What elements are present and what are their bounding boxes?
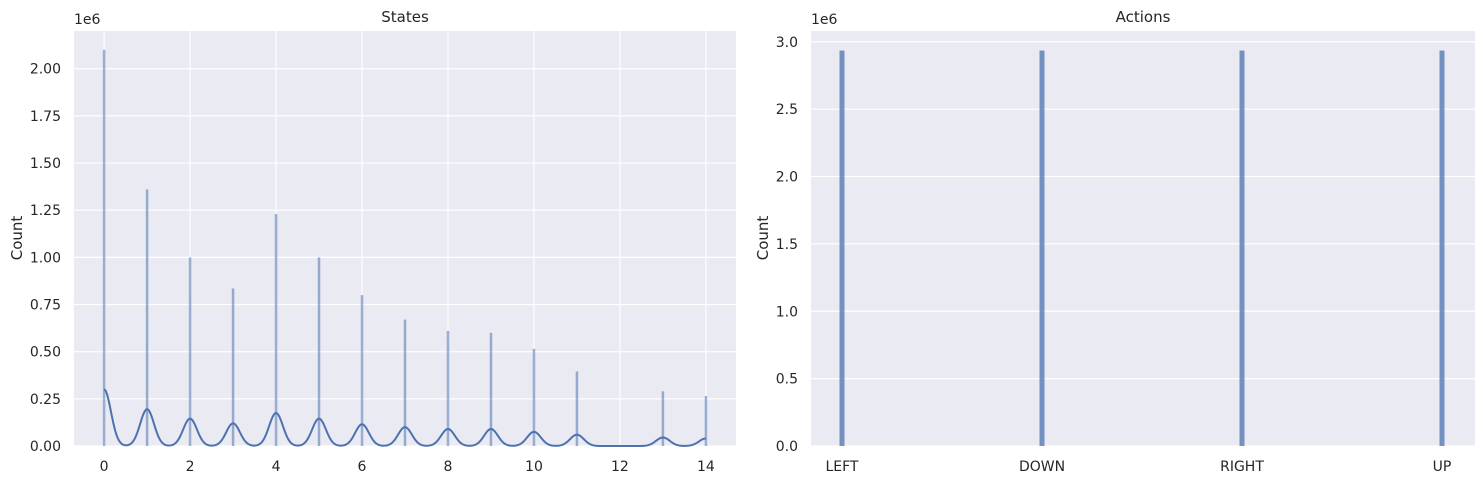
states-bar	[403, 319, 407, 446]
states-title: States	[381, 8, 429, 26]
actions-x-ticks: LEFT DOWN RIGHT UP	[825, 459, 1451, 475]
states-y-tick-label: 2.00	[30, 62, 61, 78]
actions-y-tick-label: 3.0	[776, 35, 798, 51]
actions-x-tick-label: LEFT	[825, 459, 858, 475]
states-y-tick-label: 1.75	[30, 109, 61, 125]
states-x-tick-label: 0	[100, 459, 109, 475]
actions-x-tick-label: DOWN	[1019, 459, 1065, 475]
states-y-tick-label: 1.25	[30, 203, 61, 219]
actions-bar	[1439, 50, 1445, 446]
actions-panel: LEFT DOWN RIGHT UP 0.0 0.5 1.0 1.5 2.0 2.5 3.0 Ac…	[754, 8, 1475, 475]
states-y-offset-text: 1e6	[74, 12, 101, 28]
states-kde-line	[103, 388, 706, 447]
actions-x-tick-label: RIGHT	[1220, 459, 1264, 475]
actions-plot-area	[811, 31, 1475, 446]
actions-y-tick-label: 0.5	[776, 372, 798, 388]
states-y-tick-label: 1.50	[30, 156, 61, 172]
states-y-axis-label: Count	[8, 216, 26, 261]
actions-bars	[839, 50, 1445, 446]
states-bar	[188, 257, 192, 446]
states-x-tick-label: 10	[525, 459, 543, 475]
states-x-ticks: 0 2 4 6 8 10 12 14	[100, 459, 715, 475]
states-bar	[102, 49, 106, 446]
states-y-tick-label: 1.00	[30, 250, 61, 266]
states-bar	[704, 396, 708, 446]
states-bar	[575, 371, 579, 446]
actions-y-offset-text: 1e6	[811, 12, 838, 28]
states-bar	[532, 348, 536, 446]
states-y-tick-label: 0.00	[30, 439, 61, 455]
actions-y-tick-label: 1.5	[776, 237, 798, 253]
states-bar	[446, 330, 450, 446]
states-x-tick-label: 4	[272, 459, 281, 475]
states-x-tick-label: 6	[358, 459, 367, 475]
states-y-tick-label: 0.75	[30, 298, 61, 314]
actions-y-tick-label: 1.0	[776, 304, 798, 320]
actions-gridlines	[811, 41, 1475, 447]
states-y-ticks: 0.00 0.25 0.50 0.75 1.00 1.25 1.50 1.75 2.00	[30, 62, 61, 455]
states-bar	[274, 213, 278, 446]
actions-bar	[839, 50, 845, 446]
actions-y-tick-label: 0.0	[776, 439, 798, 455]
states-x-tick-label: 12	[611, 459, 629, 475]
actions-y-ticks: 0.0 0.5 1.0 1.5 2.0 2.5 3.0	[776, 35, 798, 455]
actions-title: Actions	[1116, 8, 1171, 26]
actions-y-tick-label: 2.0	[776, 170, 798, 186]
actions-bar	[1239, 50, 1245, 446]
states-bars	[102, 49, 708, 447]
states-y-tick-label: 0.50	[30, 345, 61, 361]
states-panel: 0 2 4 6 8 10 12 14 0.00 0.25 0.50 0.75 1.00 1.25 1.50…	[8, 8, 736, 475]
states-bar	[360, 295, 364, 446]
actions-bar	[1039, 50, 1045, 446]
states-bar	[145, 189, 149, 447]
actions-y-tick-label: 2.5	[776, 102, 798, 118]
states-x-tick-label: 14	[697, 459, 715, 475]
actions-x-tick-label: UP	[1433, 459, 1452, 475]
actions-y-axis-label: Count	[754, 216, 772, 261]
states-x-tick-label: 8	[444, 459, 453, 475]
states-bar	[489, 332, 493, 446]
states-bar	[661, 391, 665, 446]
states-y-tick-label: 0.25	[30, 392, 61, 408]
states-bar	[231, 288, 235, 446]
states-bar	[317, 257, 321, 446]
states-x-tick-label: 2	[186, 459, 195, 475]
